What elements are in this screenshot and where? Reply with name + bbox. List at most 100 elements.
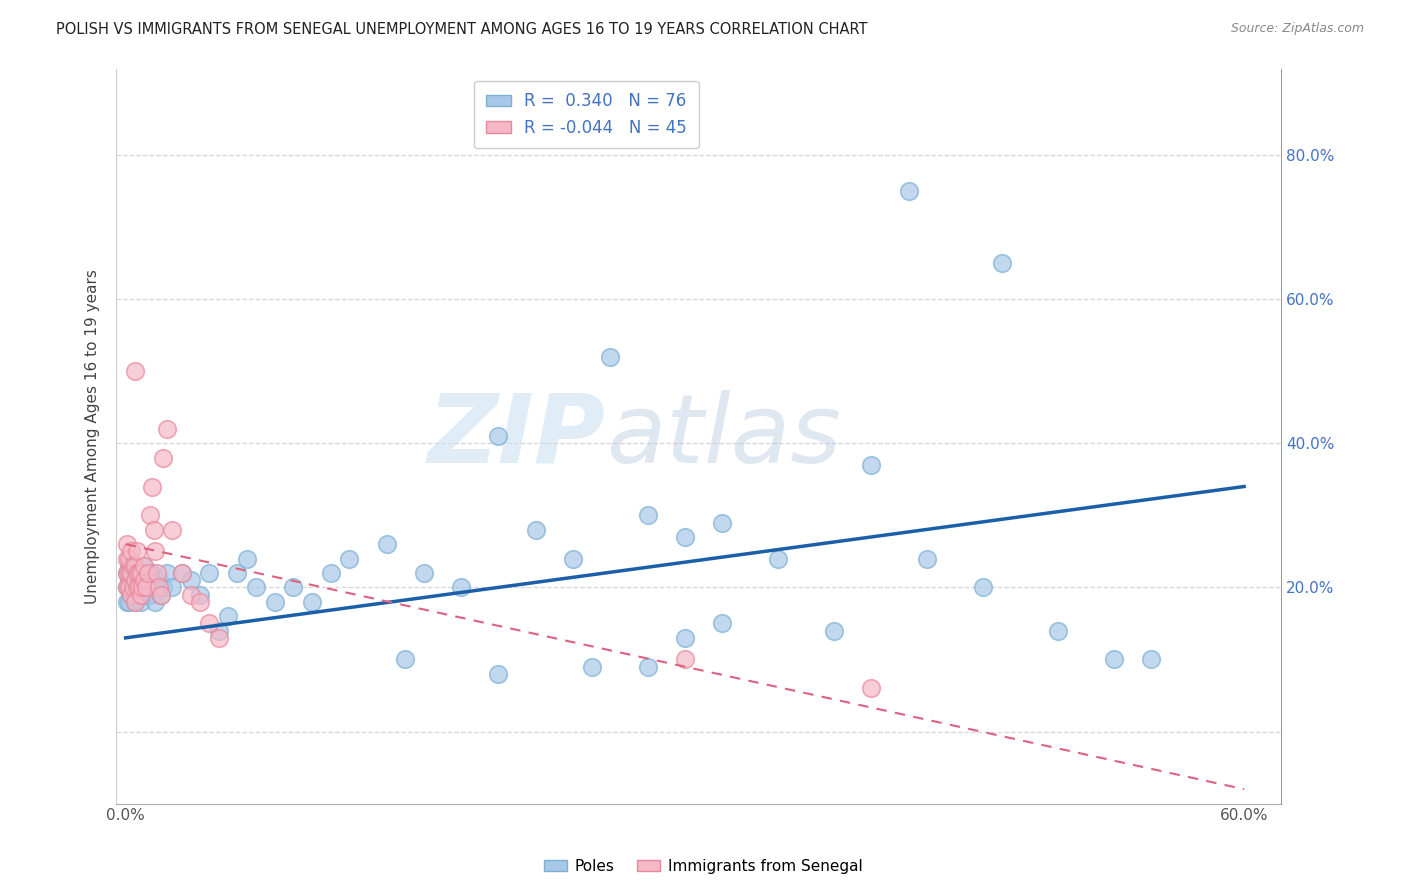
Point (375, 537, 398, 551)
Point (131, 566, 153, 580)
Point (124, 595, 146, 609)
Point (180, 588, 202, 602)
Point (122, 581, 145, 595)
Point (170, 566, 193, 580)
Point (208, 631, 231, 645)
Point (198, 616, 221, 631)
Point (118, 573, 141, 587)
Point (135, 581, 157, 595)
Point (146, 566, 169, 580)
Point (155, 422, 177, 436)
Point (673, 631, 696, 645)
Point (152, 450, 174, 465)
Text: Source: ZipAtlas.com: Source: ZipAtlas.com (1230, 22, 1364, 36)
Point (581, 659, 603, 673)
Point (146, 581, 169, 595)
Point (124, 595, 146, 609)
Point (129, 566, 152, 580)
Point (160, 581, 183, 595)
Text: atlas: atlas (606, 390, 841, 483)
Point (128, 581, 150, 595)
Point (125, 573, 148, 587)
Point (394, 652, 416, 666)
Point (198, 566, 221, 580)
Point (145, 544, 167, 558)
Point (148, 581, 170, 595)
Y-axis label: Unemployment Among Ages 16 to 19 years: Unemployment Among Ages 16 to 19 years (86, 268, 100, 604)
Point (673, 530, 696, 544)
Point (122, 566, 145, 580)
Point (1046, 624, 1069, 638)
Point (129, 595, 152, 609)
Point (562, 551, 585, 566)
Legend: R =  0.340   N = 76, R = -0.044   N = 45: R = 0.340 N = 76, R = -0.044 N = 45 (474, 80, 699, 148)
Point (148, 573, 170, 587)
Point (124, 573, 146, 587)
Point (245, 581, 267, 595)
Point (120, 573, 142, 587)
Point (117, 581, 139, 595)
Point (134, 581, 156, 595)
Point (141, 566, 163, 580)
Point (990, 256, 1012, 270)
Point (145, 595, 167, 609)
Point (188, 588, 211, 602)
Point (450, 581, 472, 595)
Point (188, 595, 211, 609)
Point (599, 350, 621, 364)
Point (118, 558, 141, 573)
Point (117, 595, 139, 609)
Point (135, 581, 157, 595)
Point (301, 595, 323, 609)
Point (170, 566, 193, 580)
Point (136, 573, 159, 587)
Point (120, 544, 142, 558)
Point (128, 581, 150, 595)
Point (897, 184, 920, 198)
Point (915, 551, 938, 566)
Point (217, 609, 239, 624)
Point (125, 544, 148, 558)
Point (488, 429, 510, 443)
Point (524, 523, 547, 537)
Point (117, 566, 139, 580)
Point (122, 558, 145, 573)
Point (141, 479, 163, 493)
Text: POLISH VS IMMIGRANTS FROM SENEGAL UNEMPLOYMENT AMONG AGES 16 TO 19 YEARS CORRELA: POLISH VS IMMIGRANTS FROM SENEGAL UNEMPL… (56, 22, 868, 37)
Point (134, 573, 156, 587)
Point (226, 566, 249, 580)
Point (129, 588, 152, 602)
Point (117, 566, 139, 580)
Point (1140, 652, 1163, 666)
Point (131, 581, 153, 595)
Point (118, 595, 141, 609)
Point (142, 523, 165, 537)
Point (263, 595, 285, 609)
Point (488, 666, 510, 681)
Point (128, 566, 150, 580)
Point (208, 624, 231, 638)
Point (152, 581, 174, 595)
Point (122, 581, 145, 595)
Point (860, 681, 883, 696)
Point (972, 581, 994, 595)
Point (139, 588, 162, 602)
Point (120, 588, 142, 602)
Point (766, 551, 789, 566)
Point (128, 566, 150, 580)
Point (637, 508, 659, 523)
Point (131, 588, 153, 602)
Point (711, 516, 734, 530)
Point (142, 581, 165, 595)
Point (120, 588, 142, 602)
Point (134, 558, 156, 573)
Point (117, 537, 139, 551)
Point (125, 566, 148, 580)
Point (124, 364, 146, 378)
Point (823, 624, 845, 638)
Point (118, 551, 141, 566)
Point (337, 551, 360, 566)
Point (125, 588, 148, 602)
Point (136, 566, 159, 580)
Point (120, 566, 142, 580)
